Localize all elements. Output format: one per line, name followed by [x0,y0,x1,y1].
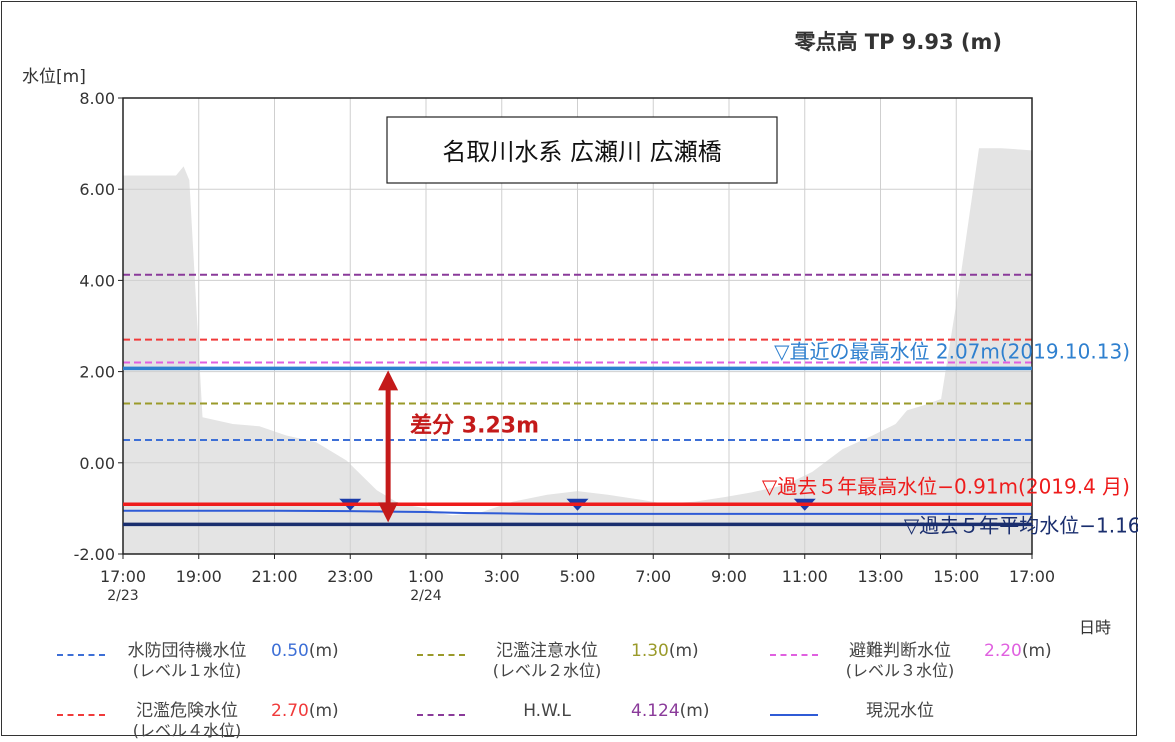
x-tick-label-2: 21:00 [251,567,297,586]
legend-level-text-2: (レベル３水位) [845,661,955,680]
x-date-label-4: 2/24 [410,588,442,604]
legend-value-unit-3: (m) [308,701,339,721]
chart-title-box [386,116,778,184]
reference-label-1: ▽過去５年最高水位−0.91m(2019.4 月) [762,474,1130,498]
water-level-chart: 零点高 TP 9.93 (m) 水位[m] 8.00 6.00 4.00 2.00 0.… [22,30,1138,637]
axes: 8.00 6.00 4.00 2.00 0.00 -2.00 17:00 2/23 19:00 2… [74,89,1138,604]
difference-arrow-head-down [378,502,399,523]
legend-value-4: 4.124(m) [631,702,710,721]
x-tick-label-11: 15:00 [933,567,979,586]
x-tick-label-9: 11:00 [782,567,828,586]
legend-name-3: 氾濫危険水位 (レベル４水位) [112,701,262,741]
legend-swatch-2 [770,654,818,656]
x-tick-label-8: 9:00 [711,567,747,586]
legend-swatch-0 [57,654,105,656]
y-tick-label-4: 0.00 [79,454,115,473]
legend-value-2: 2.20(m) [984,642,1052,661]
legend-swatch-current [770,714,818,716]
legend-name-text-3: 氾濫危険水位 [136,701,238,721]
x-tick-label-3: 23:00 [327,567,373,586]
legend-level-text-1: (レベル２水位) [492,661,602,680]
legend-value-number-2: 2.20 [984,641,1022,661]
legend-name-2: 避難判断水位 (レベル３水位) [825,641,975,681]
legend-value-number-4: 4.124 [631,701,680,721]
reference-label-2: ▽過去５年平均水位−1.16m [904,513,1138,537]
x-tick-label-5: 3:00 [484,567,520,586]
x-tick-label-0: 17:00 [100,567,146,586]
chart-frame: 零点高 TP 9.93 (m) 水位[m] 8.00 6.00 4.00 2.00 0.… [1,1,1138,740]
legend-name-text-2: 避難判断水位 [849,641,951,661]
y-tick-label-0: 8.00 [79,89,115,108]
legend-value-number-1: 1.30 [631,641,669,661]
legend-level-text-0: (レベル１水位) [132,661,242,680]
y-axis-label: 水位[m] [22,67,86,87]
legend-value-unit-4: (m) [679,701,710,721]
legend-value-unit-2: (m) [1021,641,1052,661]
legend-name-text-0: 水防団待機水位 [127,641,247,661]
x-axis-label: 日時 [1079,618,1111,637]
legend-swatch-4 [417,714,465,716]
legend-swatch-1 [417,654,465,656]
reference-label-0: ▽直近の最高水位 2.07m(2019.10.13) [774,339,1130,363]
x-tick-label-7: 7:00 [635,567,671,586]
y-tick-label-3: 2.00 [79,363,115,382]
legend-row-1: 水防団待機水位 (レベル１水位) 0.50(m) 氾濫注意水位 (レベル２水位) 1.30… [2,642,1138,682]
x-tick-label-6: 5:00 [560,567,596,586]
legend-name-text-1: 氾濫注意水位 [496,641,598,661]
difference-label: 差分 3.23m [410,412,539,438]
y-tick-label-5: -2.00 [74,545,115,564]
x-tick-label-10: 13:00 [857,567,903,586]
x-tick-label-12: 17:00 [1009,567,1055,586]
legend-value-unit-1: (m) [668,641,699,661]
legend-value-0: 0.50(m) [271,642,339,661]
legend-row-2: 氾濫危険水位 (レベル４水位) 2.70(m) H.W.L 4.124(m) 現況水位 [2,702,1138,742]
legend-swatch-3 [57,714,105,716]
difference-arrow-head-up [378,370,399,391]
legend-value-number-3: 2.70 [271,701,309,721]
legend-value-1: 1.30(m) [631,642,699,661]
legend-name-0: 水防団待機水位 (レベル１水位) [112,641,262,681]
datum-label: 零点高 TP 9.93 (m) [793,30,1002,54]
legend-value-number-0: 0.50 [271,641,309,661]
legend-name-text-4: H.W.L [523,701,571,721]
legend-level-text-3: (レベル４水位) [132,721,242,740]
y-tick-label-2: 4.00 [79,271,115,290]
legend-value-3: 2.70(m) [271,702,339,721]
y-tick-label-1: 6.00 [79,180,115,199]
legend-name-current: 現況水位 [866,701,934,721]
chart-title: 名取川水系 広瀬川 広瀬橋 [442,138,721,166]
x-tick-label-4: 1:00 [408,567,444,586]
legend-name-1: 氾濫注意水位 (レベル２水位) [472,641,622,681]
x-date-label-0: 2/23 [107,588,138,604]
legend-value-unit-0: (m) [308,641,339,661]
x-tick-label-1: 19:00 [176,567,222,586]
legend-name-4: H.W.L [472,702,622,721]
series-line-0 [123,509,1032,515]
